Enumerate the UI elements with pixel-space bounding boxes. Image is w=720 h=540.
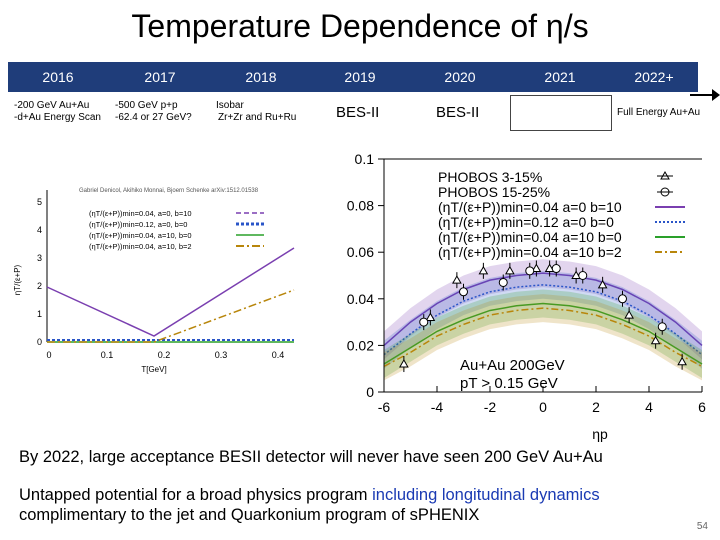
main-chart-xtick: -4 (431, 399, 444, 415)
main-chart-annotation-line2: pT > 0.15 GeV (460, 375, 558, 392)
year-2021-box (510, 95, 612, 131)
left-legend-label: (ηT/(ε+P))min=0.04, a=0, b=10 (89, 209, 192, 218)
data-point-triangle (505, 265, 515, 275)
note-2018: Isobar Zr+Zr and Ru+Ru (216, 100, 296, 124)
main-chart-xtick: 0 (539, 399, 547, 415)
note-2017-line1: -500 GeV p+p (115, 100, 178, 111)
main-legend-label: PHOBOS 15-25% (438, 184, 550, 200)
data-point-triangle (425, 312, 436, 321)
left-legend-label: (ηT/(ε+P))min=0.04, a=10, b=2 (89, 242, 192, 251)
left-plot-ytick: 1 (37, 309, 42, 319)
main-legend-label: (ηT/(ε+P))min=0.04 a=10 b=2 (438, 244, 622, 260)
left-plot-ytick: 3 (37, 253, 42, 263)
left-legend-label: (ηT/(ε+P))min=0.12, a=0, b=0 (89, 220, 187, 229)
data-point-triangle (544, 263, 555, 273)
note-2016-line1: -200 GeV Au+Au (14, 100, 90, 111)
model-line (383, 307, 703, 368)
note-2016-line2: -d+Au Energy Scan (14, 112, 101, 123)
data-point-circle (578, 271, 588, 280)
caption-line2: Untapped potential for a broad physics p… (19, 485, 600, 505)
main-chart-ytick: 0.02 (347, 337, 374, 353)
slide-title: Temperature Dependence of η/s (131, 8, 589, 44)
data-point-triangle (597, 279, 608, 289)
left-plot-ytick: 4 (37, 225, 42, 235)
left-curve-a0-b10 (46, 247, 295, 337)
main-chart-xtick: 4 (645, 399, 653, 415)
left-plot-citation: Gabriel Denicol, Akihiko Monnai, Bjoern … (79, 188, 259, 194)
data-point-triangle (478, 265, 489, 275)
note-2018-line1: Isobar (216, 100, 244, 111)
data-point-triangle (677, 356, 687, 366)
left-legend-label: (ηT/(ε+P))min=0.04, a=10, b=0 (89, 231, 192, 240)
data-point-triangle (399, 359, 409, 368)
model-line (383, 302, 703, 365)
left-plot: Gabriel Denicol, Akihiko Monnai, Bjoern … (13, 188, 295, 374)
data-point-triangle (571, 270, 581, 279)
left-plot-ytick: 2 (37, 281, 42, 291)
caption-line2-highlight: including longitudinal dynamics (372, 486, 600, 504)
timeline-arrow-icon (690, 89, 720, 101)
data-point-triangle (624, 310, 634, 319)
left-plot-ytick: 5 (37, 197, 42, 207)
main-legend-label: (ηT/(ε+P))min=0.04 a=10 b=0 (438, 229, 622, 245)
model-band (384, 294, 702, 381)
data-point-circle (618, 294, 627, 304)
data-point-triangle (650, 335, 661, 345)
main-chart-xtick: -2 (484, 399, 497, 415)
main-chart-xtick: 6 (698, 399, 706, 415)
main-chart-annotation-line1: Au+Au 200GeV (460, 357, 565, 374)
note-2018-line2: Zr+Zr and Ru+Ru (218, 112, 297, 123)
left-plot-xtick: 0.4 (272, 350, 285, 360)
main-chart-ytick: 0 (366, 384, 374, 400)
year-2017: 2017 (144, 69, 176, 85)
left-plot-xtick: 0.1 (101, 350, 114, 360)
data-point-circle (551, 264, 561, 274)
data-point-circle (498, 277, 508, 287)
note-2022: Full Energy Au+Au (617, 107, 701, 118)
year-2016: 2016 (42, 69, 74, 85)
data-point-triangle (531, 263, 542, 273)
main-chart-ytick: 0.1 (355, 151, 375, 167)
data-point-circle (525, 266, 535, 276)
main-legend-label: (ηT/(ε+P))min=0.12 a=0 b=0 (438, 214, 614, 230)
note-2019: BES-II (336, 104, 380, 121)
slide-number: 54 (696, 521, 708, 532)
note-2020: BES-II (436, 104, 480, 121)
model-band (384, 289, 702, 379)
left-plot-xtick: 0.3 (215, 350, 228, 360)
model-line (383, 272, 703, 346)
note-2016: -200 GeV Au+Au -d+Au Energy Scan (14, 100, 101, 124)
year-2022-plus: 2022+ (634, 69, 674, 85)
timeline-bar: 2016 2017 2018 2019 2020 2021 2022+ (8, 62, 698, 92)
main-chart: 0 0.02 0.04 0.06 0.08 0.1 -6 -4 -2 0 2 4 6 ηp Au+Au … (347, 151, 706, 442)
caption-line2-text: Untapped potential for a broad physics p… (19, 486, 373, 504)
data-point-circle (459, 287, 468, 297)
main-chart-xlabel: ηp (592, 426, 608, 442)
data-point-circle (657, 322, 667, 332)
left-plot-xtick: 0.2 (158, 350, 171, 360)
left-plot-xtick: 0 (46, 350, 51, 360)
main-legend-label: PHOBOS 3-15% (438, 169, 542, 185)
year-2021: 2021 (544, 69, 576, 85)
main-legend-label: (ηT/(ε+P))min=0.04 a=0 b=10 (438, 199, 622, 215)
left-curve-a10-b2 (47, 289, 295, 343)
model-line (383, 284, 703, 356)
main-chart-xtick: -6 (378, 399, 391, 415)
caption-line1: By 2022, large acceptance BESII detector… (19, 448, 603, 466)
main-chart-ytick: 0.04 (347, 291, 374, 307)
left-plot-ytick: 0 (37, 337, 42, 347)
year-2019: 2019 (344, 69, 376, 85)
note-2017-line2: -62.4 or 27 GeV? (115, 112, 192, 123)
main-chart-ytick: 0.06 (347, 244, 374, 260)
data-point-circle (419, 317, 429, 327)
year-2018: 2018 (245, 69, 277, 85)
left-plot-ylabel: ηT/(ε+P) (13, 264, 22, 295)
note-2017: -500 GeV p+p -62.4 or 27 GeV? (115, 100, 192, 124)
data-point-triangle (452, 275, 462, 284)
caption-line3: complimentary to the jet and Quarkonium … (19, 506, 480, 524)
main-chart-ytick: 0.08 (347, 198, 374, 214)
main-chart-xtick: 2 (592, 399, 600, 415)
year-2020: 2020 (444, 69, 476, 85)
left-plot-xlabel: T[GeV] (141, 365, 166, 374)
